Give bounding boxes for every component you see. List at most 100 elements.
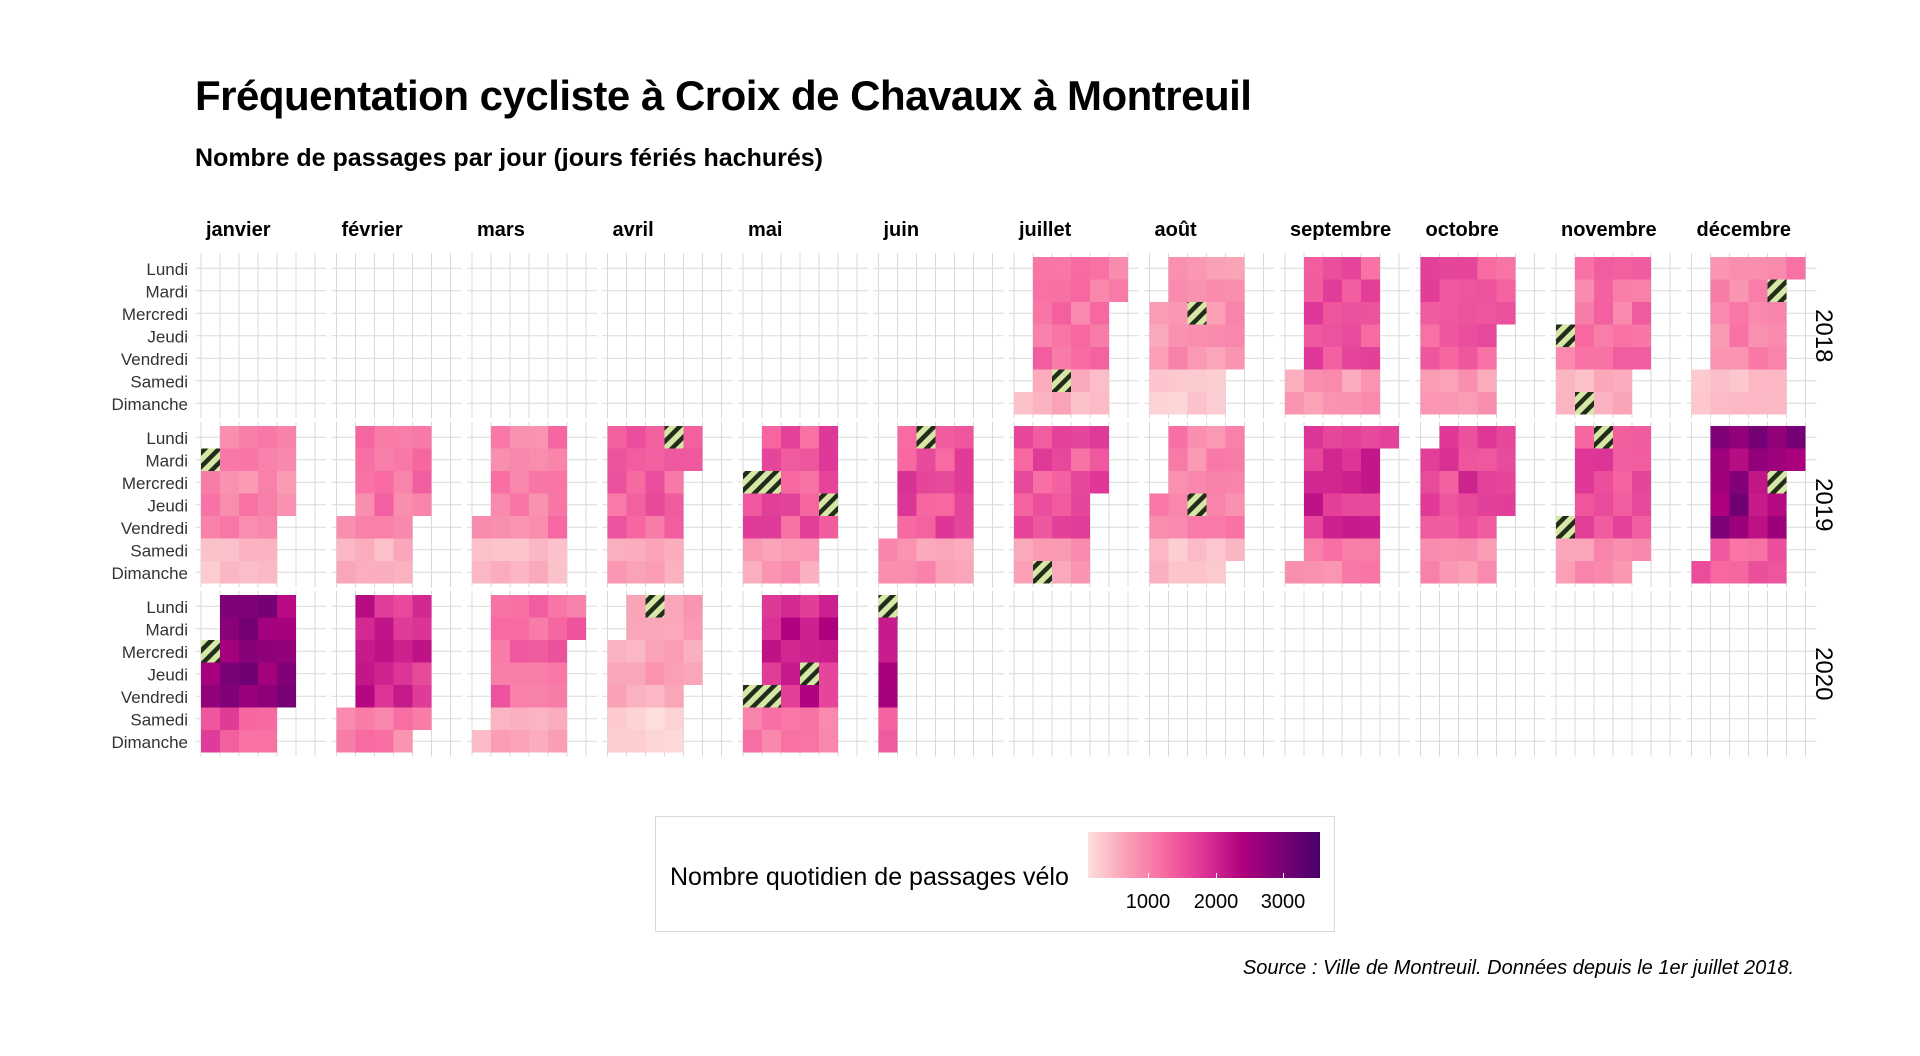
day-cell [201,730,220,753]
day-cell [1613,302,1632,325]
day-cell [1729,516,1749,539]
day-cell [1206,493,1226,516]
day-cell [878,561,898,584]
day-cell [1767,369,1787,392]
day-cell [239,685,258,708]
day-cell [1496,448,1516,471]
day-cell [800,730,819,753]
day-cell [664,471,684,494]
day-cell [1575,493,1594,516]
day-cell [1342,426,1361,449]
day-cell [529,471,548,494]
day-cell [1071,279,1090,302]
day-cell [374,493,394,516]
day-cell [1439,347,1459,370]
day-cell [1748,257,1768,280]
day-cell [897,426,917,449]
day-cell [1149,324,1169,347]
day-cell [374,707,394,730]
day-cell [529,561,548,584]
day-cell [412,471,432,494]
legend-title: Nombre quotidien de passages vélo [670,863,1069,891]
day-cell [1187,471,1207,494]
day-cell [645,426,665,449]
day-cell [664,595,684,618]
day-cell [1439,561,1459,584]
weekday-label: Jeudi [147,497,188,516]
day-cell [1458,516,1478,539]
day-cell [1090,302,1109,325]
day-cell [277,595,296,618]
day-cell [781,561,800,584]
day-cell [239,730,258,753]
day-cell [1342,347,1361,370]
day-cell [1458,392,1478,415]
day-cell [374,617,394,640]
day-cell [548,730,567,753]
day-cell [1342,279,1361,302]
day-cell [1090,426,1109,449]
day-cell [1710,561,1730,584]
day-cell [355,617,375,640]
day-cell [510,516,529,539]
day-cell [626,426,646,449]
day-cell [1420,561,1440,584]
day-cell [510,730,529,753]
holiday-cell [1767,279,1787,302]
holiday-cell [1575,392,1594,415]
day-cell [1323,279,1342,302]
day-cell [1071,561,1090,584]
day-cell [412,595,432,618]
day-cell [239,617,258,640]
day-cell [781,595,800,618]
day-cell [1420,392,1440,415]
day-cell [1323,538,1342,561]
day-cell [819,471,838,494]
day-cell [1052,279,1071,302]
day-cell [1304,493,1323,516]
day-cell [1594,279,1613,302]
day-cell [201,561,220,584]
day-cell [1496,426,1516,449]
holiday-cell [800,662,819,685]
day-cell [393,640,413,663]
weekday-label: Vendredi [121,688,188,707]
day-cell [1439,279,1459,302]
month-label: février [342,219,403,241]
day-cell [1090,448,1109,471]
day-cell [355,707,375,730]
day-cell [683,617,703,640]
day-cell [277,640,296,663]
day-cell [664,685,684,708]
day-cell [1109,257,1128,280]
day-cell [645,538,665,561]
day-cell [1496,471,1516,494]
day-cell [1439,324,1459,347]
day-cell [491,617,510,640]
day-cell [1071,426,1090,449]
day-cell [1710,257,1730,280]
day-cell [1014,561,1033,584]
day-cell [878,685,898,708]
day-cell [1090,471,1109,494]
day-cell [1458,493,1478,516]
day-cell [781,426,800,449]
day-cell [220,707,239,730]
day-cell [897,448,917,471]
day-cell [626,707,646,730]
day-cell [645,685,665,708]
day-cell [201,493,220,516]
day-cell [1748,493,1768,516]
day-cell [336,516,356,539]
day-cell [683,448,703,471]
day-cell [1033,279,1052,302]
day-cell [1149,347,1169,370]
day-cell [1187,392,1207,415]
day-cell [1729,302,1749,325]
day-cell [258,493,277,516]
day-cell [412,448,432,471]
day-cell [916,561,936,584]
day-cell [1477,257,1497,280]
day-cell [607,662,627,685]
day-cell [1304,257,1323,280]
